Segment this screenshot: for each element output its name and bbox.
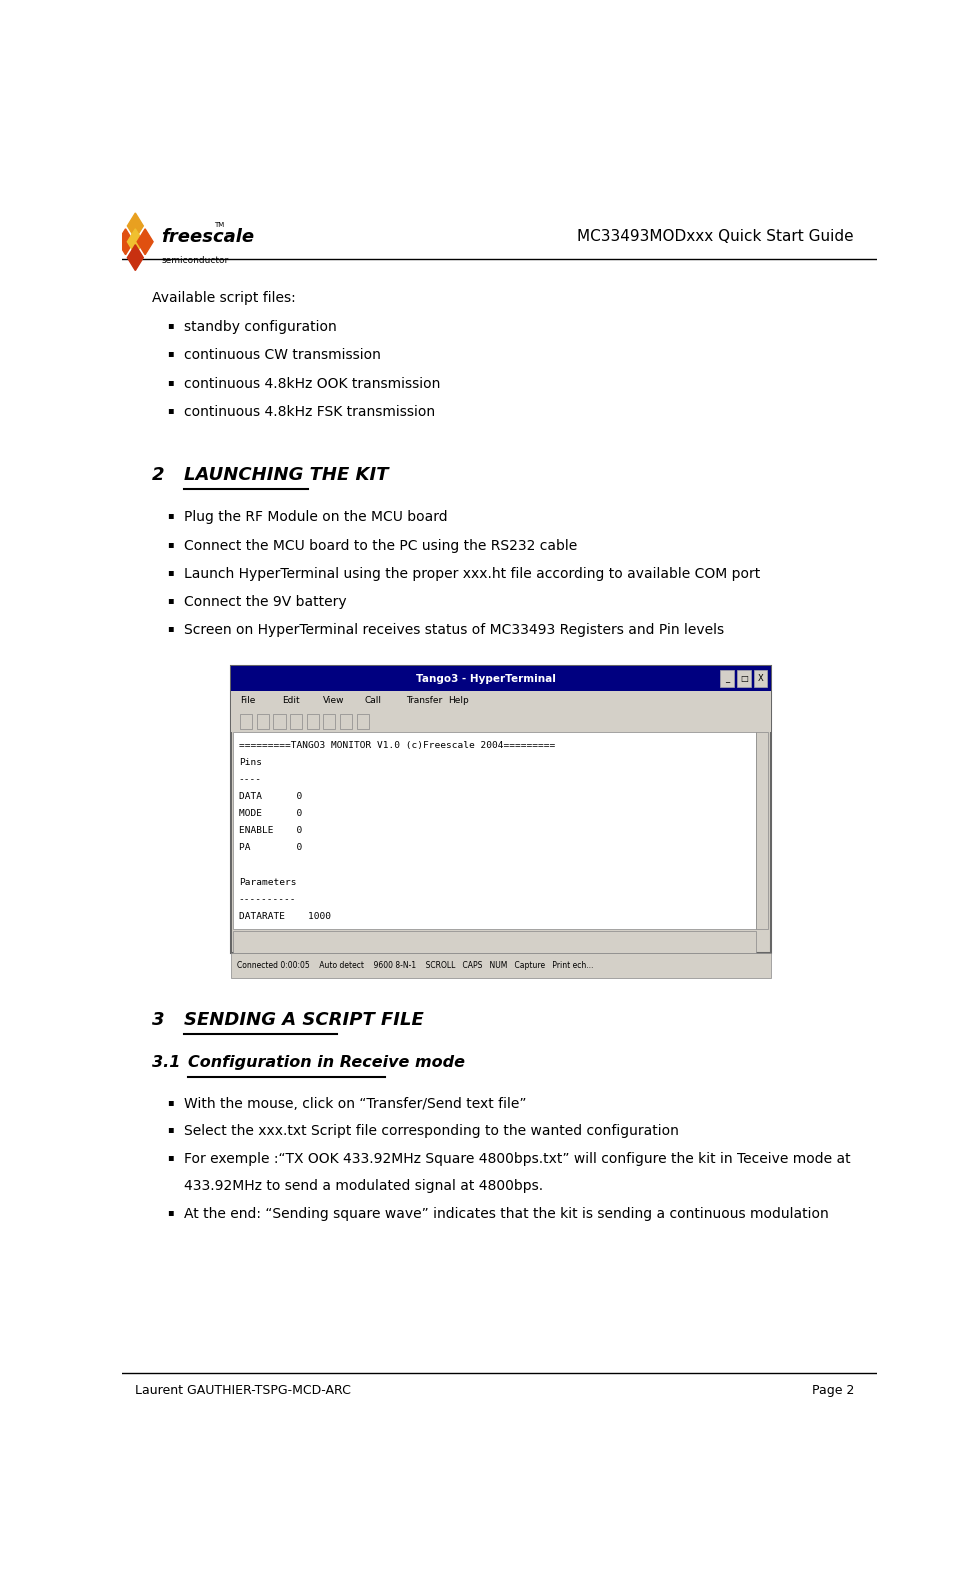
Text: □: □	[740, 674, 748, 682]
Text: Select the xxx.txt Script file corresponding to the wanted configuration: Select the xxx.txt Script file correspon…	[184, 1124, 679, 1138]
Text: 433.92MHz to send a modulated signal at 4800bps.: 433.92MHz to send a modulated signal at …	[184, 1179, 543, 1193]
Text: MODE      0: MODE 0	[239, 809, 302, 819]
Text: ENABLE    0: ENABLE 0	[239, 827, 302, 835]
Text: Transfer: Transfer	[406, 697, 442, 705]
Text: Help: Help	[448, 697, 468, 705]
Text: Page 2: Page 2	[811, 1384, 854, 1397]
Text: Plug the RF Module on the MCU board: Plug the RF Module on the MCU board	[184, 511, 447, 524]
FancyBboxPatch shape	[257, 714, 269, 728]
Text: Connect the 9V battery: Connect the 9V battery	[184, 595, 347, 609]
Polygon shape	[128, 244, 143, 270]
Text: ▪: ▪	[168, 349, 173, 359]
Text: ▪: ▪	[168, 376, 173, 387]
Text: ▪: ▪	[168, 1097, 173, 1106]
Text: Connected 0:00:05    Auto detect    9600 8-N-1    SCROLL   CAPS   NUM   Capture : Connected 0:00:05 Auto detect 9600 8-N-1…	[238, 962, 593, 970]
FancyBboxPatch shape	[323, 714, 335, 728]
Text: Screen on HyperTerminal receives status of MC33493 Registers and Pin levels: Screen on HyperTerminal receives status …	[184, 624, 724, 638]
FancyBboxPatch shape	[231, 711, 771, 732]
Text: ▪: ▪	[168, 1206, 173, 1217]
Text: Edit: Edit	[281, 697, 299, 705]
FancyBboxPatch shape	[756, 732, 768, 928]
Text: Tango3 - HyperTerminal: Tango3 - HyperTerminal	[416, 673, 556, 684]
Text: TM: TM	[214, 222, 224, 229]
Text: View: View	[323, 697, 345, 705]
FancyBboxPatch shape	[340, 714, 352, 728]
Text: Call: Call	[365, 697, 382, 705]
Text: continuous 4.8kHz FSK transmission: continuous 4.8kHz FSK transmission	[184, 405, 434, 419]
Text: File: File	[241, 697, 255, 705]
FancyBboxPatch shape	[737, 670, 751, 687]
Polygon shape	[137, 229, 153, 254]
Text: =========TANGO3 MONITOR V1.0 (c)Freescale 2004=========: =========TANGO3 MONITOR V1.0 (c)Freescal…	[239, 741, 555, 749]
Text: ----------: ----------	[239, 895, 296, 903]
Text: Parameters: Parameters	[239, 878, 296, 887]
FancyBboxPatch shape	[274, 714, 285, 728]
Text: freescale: freescale	[162, 229, 254, 246]
Text: Laurent GAUTHIER-TSPG-MCD-ARC: Laurent GAUTHIER-TSPG-MCD-ARC	[135, 1384, 352, 1397]
Text: ▪: ▪	[168, 567, 173, 578]
Text: 3.1: 3.1	[152, 1055, 180, 1070]
Text: LAUNCHING THE KIT: LAUNCHING THE KIT	[184, 467, 389, 484]
Text: ----: ----	[239, 774, 262, 784]
Text: ▪: ▪	[168, 1152, 173, 1162]
Text: 3: 3	[152, 1011, 165, 1028]
FancyBboxPatch shape	[231, 954, 771, 978]
Text: SENDING A SCRIPT FILE: SENDING A SCRIPT FILE	[184, 1011, 424, 1028]
Text: _: _	[725, 674, 730, 682]
Text: At the end: “Sending square wave” indicates that the kit is sending a continuous: At the end: “Sending square wave” indica…	[184, 1206, 829, 1220]
FancyBboxPatch shape	[307, 714, 318, 728]
FancyBboxPatch shape	[721, 670, 734, 687]
Text: Launch HyperTerminal using the proper xxx.ht file according to available COM por: Launch HyperTerminal using the proper xx…	[184, 567, 760, 581]
Text: ▪: ▪	[168, 1124, 173, 1135]
FancyBboxPatch shape	[233, 932, 756, 954]
Text: ▪: ▪	[168, 405, 173, 414]
FancyBboxPatch shape	[231, 667, 771, 690]
Text: ▪: ▪	[168, 595, 173, 605]
Text: PA        0: PA 0	[239, 843, 302, 852]
FancyBboxPatch shape	[356, 714, 368, 728]
Text: For exemple :“TX OOK 433.92MHz Square 4800bps.txt” will configure the kit in Tec: For exemple :“TX OOK 433.92MHz Square 48…	[184, 1152, 850, 1166]
Text: semiconductor: semiconductor	[162, 257, 229, 265]
Text: With the mouse, click on “Transfer/Send text file”: With the mouse, click on “Transfer/Send …	[184, 1097, 526, 1111]
Text: X: X	[758, 674, 764, 682]
Text: DATARATE    1000: DATARATE 1000	[239, 913, 331, 920]
Text: DATA      0: DATA 0	[239, 792, 302, 801]
FancyBboxPatch shape	[233, 732, 756, 928]
Polygon shape	[128, 213, 143, 238]
Text: continuous CW transmission: continuous CW transmission	[184, 349, 381, 362]
Text: standby configuration: standby configuration	[184, 321, 336, 335]
FancyBboxPatch shape	[231, 667, 771, 954]
FancyBboxPatch shape	[231, 690, 771, 711]
FancyBboxPatch shape	[241, 714, 252, 728]
Polygon shape	[118, 229, 133, 254]
Text: continuous 4.8kHz OOK transmission: continuous 4.8kHz OOK transmission	[184, 376, 440, 390]
Text: ▪: ▪	[168, 538, 173, 549]
Text: MC33493MODxxx Quick Start Guide: MC33493MODxxx Quick Start Guide	[578, 230, 854, 244]
Text: Available script files:: Available script files:	[152, 290, 296, 305]
FancyBboxPatch shape	[754, 670, 768, 687]
Text: ▪: ▪	[168, 511, 173, 521]
Text: ▪: ▪	[168, 321, 173, 330]
Text: 2: 2	[152, 467, 165, 484]
Text: Connect the MCU board to the PC using the RS232 cable: Connect the MCU board to the PC using th…	[184, 538, 577, 552]
Text: Pins: Pins	[239, 759, 262, 767]
Text: ▪: ▪	[168, 624, 173, 633]
Text: Configuration in Receive mode: Configuration in Receive mode	[188, 1055, 466, 1070]
Polygon shape	[128, 229, 143, 254]
FancyBboxPatch shape	[290, 714, 302, 728]
